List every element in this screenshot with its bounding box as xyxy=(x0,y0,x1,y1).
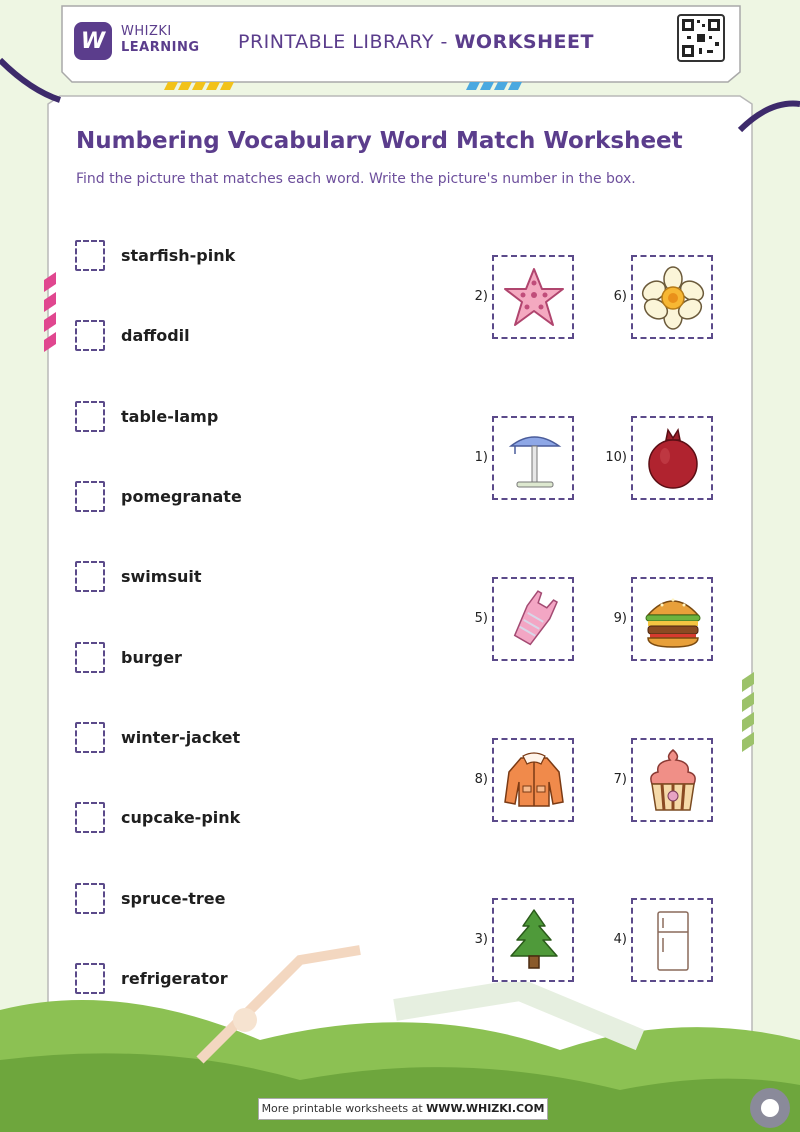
library-strong: WORKSHEET xyxy=(454,31,594,53)
refrigerator-icon xyxy=(657,911,689,971)
picture-number: 7) xyxy=(613,772,627,787)
word-label: spruce-tree xyxy=(121,889,226,908)
word-label: refrigerator xyxy=(121,969,228,988)
brand-name: WHIZKI LEARNING xyxy=(121,24,200,56)
pomegranate-icon xyxy=(648,428,698,489)
word-label: winter-jacket xyxy=(121,728,241,747)
picture-card: 3) xyxy=(452,898,574,984)
answer-box[interactable] xyxy=(75,481,105,512)
picture-card: 6) xyxy=(591,255,713,341)
picture-card: 10) xyxy=(591,416,713,502)
word-label: daffodil xyxy=(121,326,190,345)
library-label: PRINTABLE LIBRARY - xyxy=(238,31,455,53)
picture-frame xyxy=(631,898,713,982)
answer-box[interactable] xyxy=(75,802,105,833)
word-label: cupcake-pink xyxy=(121,808,241,827)
word-label: swimsuit xyxy=(121,567,202,586)
picture-number: 4) xyxy=(613,932,627,947)
picture-number: 5) xyxy=(474,611,488,626)
picture-card: 7) xyxy=(591,738,713,824)
picture-frame xyxy=(631,577,713,661)
picture-frame xyxy=(631,738,713,822)
picture-number: 6) xyxy=(613,289,627,304)
worksheet-instructions: Find the picture that matches each word.… xyxy=(76,171,636,187)
picture-frame xyxy=(631,416,713,500)
daffodil-icon xyxy=(641,266,705,330)
picture-card: 5) xyxy=(452,577,574,663)
answer-box[interactable] xyxy=(75,722,105,753)
picture-card: 4) xyxy=(591,898,713,984)
picture-number: 8) xyxy=(474,772,488,787)
table-lamp-icon xyxy=(508,436,562,488)
answer-box[interactable] xyxy=(75,561,105,592)
logo-letter: W xyxy=(80,28,106,54)
picture-card: 8) xyxy=(452,738,574,824)
picture-number: 1) xyxy=(474,450,488,465)
picture-card: 9) xyxy=(591,577,713,663)
answer-box[interactable] xyxy=(75,883,105,914)
brand-line1: WHIZKI xyxy=(121,24,172,39)
footer-link[interactable]: WWW.WHIZKI.COM xyxy=(426,1102,545,1115)
word-label: starfish-pink xyxy=(121,246,236,265)
word-label: table-lamp xyxy=(121,407,219,426)
cupcake-icon xyxy=(650,749,696,811)
picture-number: 3) xyxy=(474,932,488,947)
library-title: PRINTABLE LIBRARY - WORKSHEET xyxy=(238,31,594,53)
winter-jacket-icon xyxy=(504,752,564,807)
qr-code-icon xyxy=(682,19,720,57)
answer-box[interactable] xyxy=(75,240,105,271)
picture-frame xyxy=(492,738,574,822)
picture-frame xyxy=(492,255,574,339)
brand-line2: LEARNING xyxy=(121,40,200,55)
picture-frame xyxy=(492,577,574,661)
picture-number: 9) xyxy=(613,611,627,626)
picture-number: 10) xyxy=(605,450,627,465)
footer-banner: More printable worksheets at WWW.WHIZKI.… xyxy=(258,1098,548,1120)
picture-frame xyxy=(492,416,574,500)
picture-card: 1) xyxy=(452,416,574,502)
answer-box[interactable] xyxy=(75,642,105,673)
answer-box[interactable] xyxy=(75,963,105,994)
qr-code xyxy=(677,14,725,62)
spruce-tree-icon xyxy=(510,909,558,969)
answer-box[interactable] xyxy=(75,401,105,432)
picture-frame xyxy=(492,898,574,982)
answer-box[interactable] xyxy=(75,320,105,351)
picture-number: 2) xyxy=(474,289,488,304)
starfish-icon xyxy=(504,268,564,326)
worksheet-title: Numbering Vocabulary Word Match Workshee… xyxy=(76,128,683,154)
word-label: pomegranate xyxy=(121,487,242,506)
footer-text: More printable worksheets at xyxy=(261,1102,427,1115)
burger-icon xyxy=(645,598,701,648)
picture-frame xyxy=(631,255,713,339)
whizki-logo[interactable]: W xyxy=(74,22,112,60)
picture-card: 2) xyxy=(452,255,574,341)
swimsuit-icon xyxy=(513,590,558,646)
word-label: burger xyxy=(121,648,182,667)
